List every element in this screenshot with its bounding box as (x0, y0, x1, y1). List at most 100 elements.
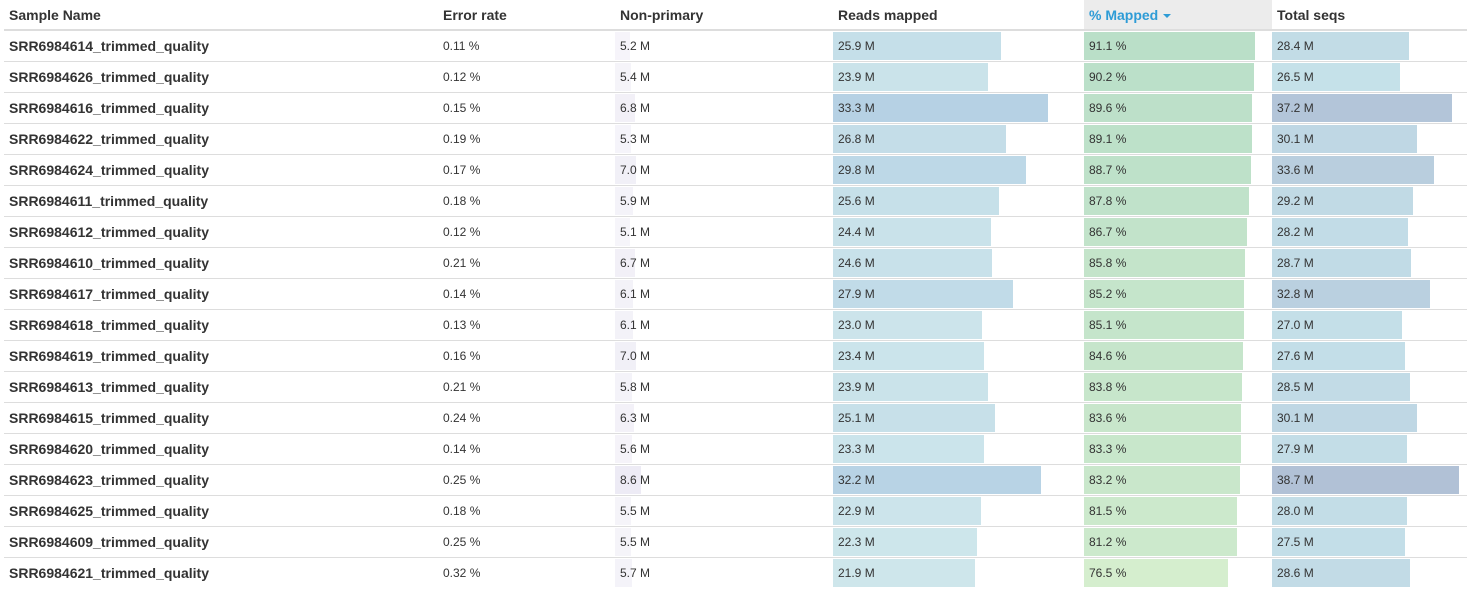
header-total-seqs[interactable]: Total seqs (1272, 0, 1467, 31)
reads-mapped-value: 25.1 M (838, 410, 875, 425)
total-seqs-cell: 29.2 M (1272, 184, 1467, 216)
pct-mapped-value: 86.7 % (1089, 224, 1127, 239)
reads-mapped-cell: 29.8 M (833, 153, 1084, 185)
non-primary-bar (615, 558, 632, 587)
total-seqs-bar (1272, 124, 1417, 153)
pct-mapped-value: 81.5 % (1089, 503, 1127, 518)
sample-name: SRR6984622_trimmed_quality (4, 122, 438, 154)
error-rate-value: 0.25 % (438, 463, 615, 495)
total-seqs-value: 30.1 M (1277, 410, 1314, 425)
pct-mapped-value: 88.7 % (1089, 162, 1127, 177)
total-seqs-bar (1272, 248, 1411, 277)
non-primary-bar (615, 310, 633, 339)
total-seqs-cell: 30.1 M (1272, 122, 1467, 154)
reads-mapped-bar (833, 124, 1006, 153)
error-rate-value: 0.11 % (443, 38, 480, 53)
error-rate-value: 0.13 % (438, 308, 615, 340)
non-primary-value: 5.2 M (620, 38, 651, 53)
sample-name: SRR6984620_trimmed_quality (4, 432, 438, 464)
total-seqs-value: 28.0 M (1277, 503, 1314, 518)
pct-mapped-cell: 86.7 % (1084, 215, 1272, 247)
header-non-primary[interactable]: Non-primary (615, 0, 833, 31)
sample-name: SRR6984617_trimmed_quality (4, 277, 438, 309)
pct-mapped-bar (1084, 155, 1251, 184)
non-primary-cell: 5.6 M (615, 432, 833, 464)
pct-mapped-value: 76.5 % (1089, 565, 1127, 580)
pct-mapped-value: 81.2 % (1089, 534, 1127, 549)
total-seqs-bar (1272, 217, 1408, 246)
pct-mapped-bar (1084, 310, 1244, 339)
header-reads-mapped[interactable]: Reads mapped (833, 0, 1084, 31)
reads-mapped-value: 21.9 M (838, 565, 875, 580)
reads-mapped-cell: 27.9 M (833, 277, 1084, 309)
non-primary-value: 6.3 M (620, 410, 651, 425)
non-primary-value: 5.1 M (620, 224, 651, 239)
pct-mapped-cell: 89.6 % (1084, 91, 1272, 123)
table-row: SRR6984614_trimmed_quality 0.11 % 5.2 M 25.… (4, 30, 1467, 61)
total-seqs-bar (1272, 527, 1405, 556)
reads-mapped-bar (833, 217, 991, 246)
table-row: SRR6984616_trimmed_quality 0.15 % 6.8 M 33.… (4, 91, 1467, 123)
error-rate-value: 0.19 % (438, 122, 615, 154)
reads-mapped-bar (833, 341, 984, 370)
pct-mapped-value: 90.2 % (1089, 69, 1127, 84)
total-seqs-cell: 28.7 M (1272, 246, 1467, 278)
header-sample-name[interactable]: Sample Name (4, 0, 438, 31)
pct-mapped-bar (1084, 403, 1241, 432)
reads-mapped-cell: 23.3 M (833, 432, 1084, 464)
error-rate-value: 0.14 % (438, 277, 615, 309)
reads-mapped-bar (833, 372, 988, 401)
pct-mapped-cell: 85.2 % (1084, 277, 1272, 309)
header-pct-mapped[interactable]: % Mapped (1084, 0, 1272, 31)
header-error-rate[interactable]: Error rate (438, 0, 615, 31)
reads-mapped-cell: 22.9 M (833, 494, 1084, 526)
pct-mapped-value: 83.6 % (1089, 410, 1127, 425)
sample-name: SRR6984611_trimmed_quality (4, 184, 438, 216)
non-primary-bar (615, 217, 630, 246)
non-primary-bar (615, 93, 635, 122)
pct-mapped-cell: 85.1 % (1084, 308, 1272, 340)
stats-table: Sample Name Error rate Non-primary Reads… (4, 0, 1467, 588)
pct-mapped-bar (1084, 124, 1252, 153)
non-primary-cell: 5.2 M (615, 30, 833, 61)
total-seqs-value: 32.8 M (1277, 286, 1314, 301)
non-primary-cell: 5.8 M (615, 370, 833, 402)
non-primary-value: 5.9 M (620, 193, 651, 208)
reads-mapped-bar (833, 496, 981, 525)
total-seqs-value: 27.0 M (1277, 317, 1314, 332)
non-primary-bar (615, 527, 631, 556)
pct-mapped-value: 85.1 % (1089, 317, 1127, 332)
reads-mapped-cell: 26.8 M (833, 122, 1084, 154)
reads-mapped-cell: 32.2 M (833, 463, 1084, 495)
non-primary-cell: 5.3 M (615, 122, 833, 154)
total-seqs-cell: 38.7 M (1272, 463, 1467, 495)
total-seqs-bar (1272, 496, 1407, 525)
reads-mapped-value: 29.8 M (838, 162, 875, 177)
sample-name: SRR6984614_trimmed_quality (9, 37, 209, 54)
sample-name: SRR6984615_trimmed_quality (4, 401, 438, 433)
pct-mapped-cell: 83.2 % (1084, 463, 1272, 495)
reads-mapped-value: 22.3 M (838, 534, 875, 549)
sort-descending-icon (1163, 13, 1172, 18)
non-primary-bar (615, 341, 636, 370)
total-seqs-cell: 27.9 M (1272, 432, 1467, 464)
pct-mapped-cell: 76.5 % (1084, 556, 1272, 588)
reads-mapped-value: 23.9 M (838, 379, 875, 394)
reads-mapped-bar (833, 558, 975, 587)
reads-mapped-bar (833, 248, 992, 277)
error-rate-value: 0.25 % (438, 525, 615, 557)
reads-mapped-bar (833, 403, 995, 432)
non-primary-cell: 5.7 M (615, 556, 833, 588)
total-seqs-value: 28.2 M (1277, 224, 1314, 239)
pct-mapped-value: 83.3 % (1089, 441, 1127, 456)
pct-mapped-cell: 89.1 % (1084, 122, 1272, 154)
non-primary-cell: 7.0 M (615, 153, 833, 185)
pct-mapped-cell: 84.6 % (1084, 339, 1272, 371)
non-primary-value: 5.4 M (620, 69, 651, 84)
total-seqs-value: 26.5 M (1277, 69, 1314, 84)
reads-mapped-value: 24.4 M (838, 224, 875, 239)
non-primary-value: 7.0 M (620, 162, 651, 177)
error-rate-value: 0.12 % (438, 215, 615, 247)
pct-mapped-cell: 85.8 % (1084, 246, 1272, 278)
non-primary-cell: 5.9 M (615, 184, 833, 216)
